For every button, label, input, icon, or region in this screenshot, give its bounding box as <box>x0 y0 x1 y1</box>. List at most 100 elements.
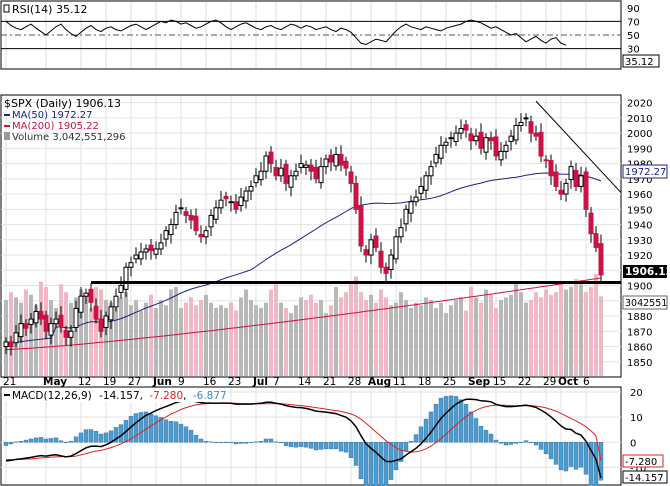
volume-bar <box>259 307 263 376</box>
macd-hist-bar <box>198 438 204 443</box>
volume-bar <box>144 302 148 376</box>
macd-hist-bar <box>178 423 184 443</box>
macd-hist-bar <box>103 432 109 443</box>
candle-body <box>78 295 84 313</box>
macd-hist-bar <box>378 442 384 486</box>
candle-body <box>113 295 119 308</box>
date-tick-label: Jun <box>152 376 172 388</box>
candle-body <box>93 305 99 320</box>
macd-hist-bar <box>173 421 179 443</box>
macd-hist-bar <box>113 427 119 443</box>
macd-hist-bar <box>138 412 144 443</box>
price-title: $SPX (Daily) 1906.13 <box>4 97 121 110</box>
date-tick-label: May <box>43 376 67 388</box>
candle-body <box>583 171 589 210</box>
candle-body <box>103 315 109 328</box>
macd-hist-bar <box>463 403 469 443</box>
candle-body <box>138 251 144 260</box>
candle-body <box>3 341 9 348</box>
volume-bar <box>234 310 238 376</box>
rsi-value-label: 35.12 <box>625 57 654 68</box>
macd-hist-bar <box>308 442 314 449</box>
volume-bar <box>269 289 273 376</box>
macd-hist-bar <box>88 429 94 443</box>
volume-bar <box>379 289 383 376</box>
ma50-legend: MA(50) 1972.27 <box>12 110 93 121</box>
macd-hist-bar <box>298 442 304 447</box>
macd-hist-bar <box>498 442 504 444</box>
candle-body <box>513 124 519 141</box>
macd-hist-bar <box>38 437 44 443</box>
volume-bar <box>529 300 533 376</box>
volume-bar <box>54 307 58 376</box>
macd-hist-bar <box>163 419 169 443</box>
date-tick-label: 29 <box>543 376 556 388</box>
macd-hist-bar <box>358 442 364 479</box>
volume-bar <box>524 302 528 376</box>
volume-bar <box>339 297 343 376</box>
volume-bar <box>94 286 98 376</box>
candle-body <box>468 133 474 142</box>
candle-body <box>413 196 419 203</box>
macd-hist-bar <box>238 442 244 444</box>
volume-bar <box>109 302 113 376</box>
volume-bar <box>139 310 143 376</box>
candle-body <box>68 330 74 338</box>
price-panel: 2020201020001990198019701960195019401930… <box>0 94 670 378</box>
candle-body <box>203 230 209 238</box>
date-tick-label: Aug <box>368 376 391 388</box>
volume-bar <box>389 305 393 376</box>
candle-body <box>508 135 514 142</box>
volume-bar <box>34 305 38 376</box>
macd-hist-bar <box>523 440 529 443</box>
macd-hist-bar <box>278 442 284 444</box>
macd-ticks: 20 10 0 -10 <box>630 388 646 474</box>
candle-body <box>133 254 139 260</box>
candle-body <box>588 212 594 235</box>
macd-hist-bar <box>493 439 499 443</box>
macd-hist-bar <box>383 442 389 486</box>
candle-body <box>263 155 269 172</box>
volume-bar <box>254 305 258 376</box>
macd-hist-bar <box>8 442 14 445</box>
candle-body <box>393 236 399 260</box>
macd-hist-bar <box>598 442 604 481</box>
macd-tick-label: -10 <box>630 463 646 474</box>
volume-bar <box>319 300 323 376</box>
candle-body <box>543 159 549 162</box>
date-tick-label: Oct <box>558 376 578 388</box>
volume-bar <box>404 300 408 376</box>
candle-body <box>553 171 559 187</box>
volume-bar <box>274 284 278 376</box>
macd-hist-bar <box>488 433 494 443</box>
candle-body <box>158 242 164 250</box>
macd-hist-bar <box>548 442 554 460</box>
macd-hist-bar <box>558 442 564 471</box>
price-tick-label: 1990 <box>627 144 652 155</box>
volume-bar <box>304 300 308 376</box>
candle-body <box>228 201 234 204</box>
candle-body <box>373 235 379 248</box>
macd-hist-bar <box>58 440 64 443</box>
price-tick-label: 1850 <box>627 358 652 369</box>
candle-body <box>28 318 34 325</box>
candle-body <box>423 175 429 191</box>
macd-hist-bar <box>233 442 239 445</box>
macd-tick-label: 0 <box>630 438 636 449</box>
volume-bar <box>279 302 283 376</box>
macd-hist-bar <box>153 415 159 443</box>
candle-body <box>173 211 179 226</box>
volume-bar <box>599 296 603 376</box>
volume-bar <box>414 302 418 376</box>
candle-body <box>383 266 389 274</box>
volume-bar <box>409 307 413 376</box>
macd-hist-bar <box>73 436 79 443</box>
volume-bar <box>504 297 508 376</box>
date-tick-label: 18 <box>418 376 431 388</box>
macd-hist-bar <box>143 411 149 443</box>
macd-value-box <box>622 470 668 484</box>
candle-body <box>148 244 154 251</box>
macd-hist-bar <box>443 396 449 443</box>
date-tick-label: 21 <box>3 376 16 388</box>
macd-hist-bar <box>168 421 174 443</box>
